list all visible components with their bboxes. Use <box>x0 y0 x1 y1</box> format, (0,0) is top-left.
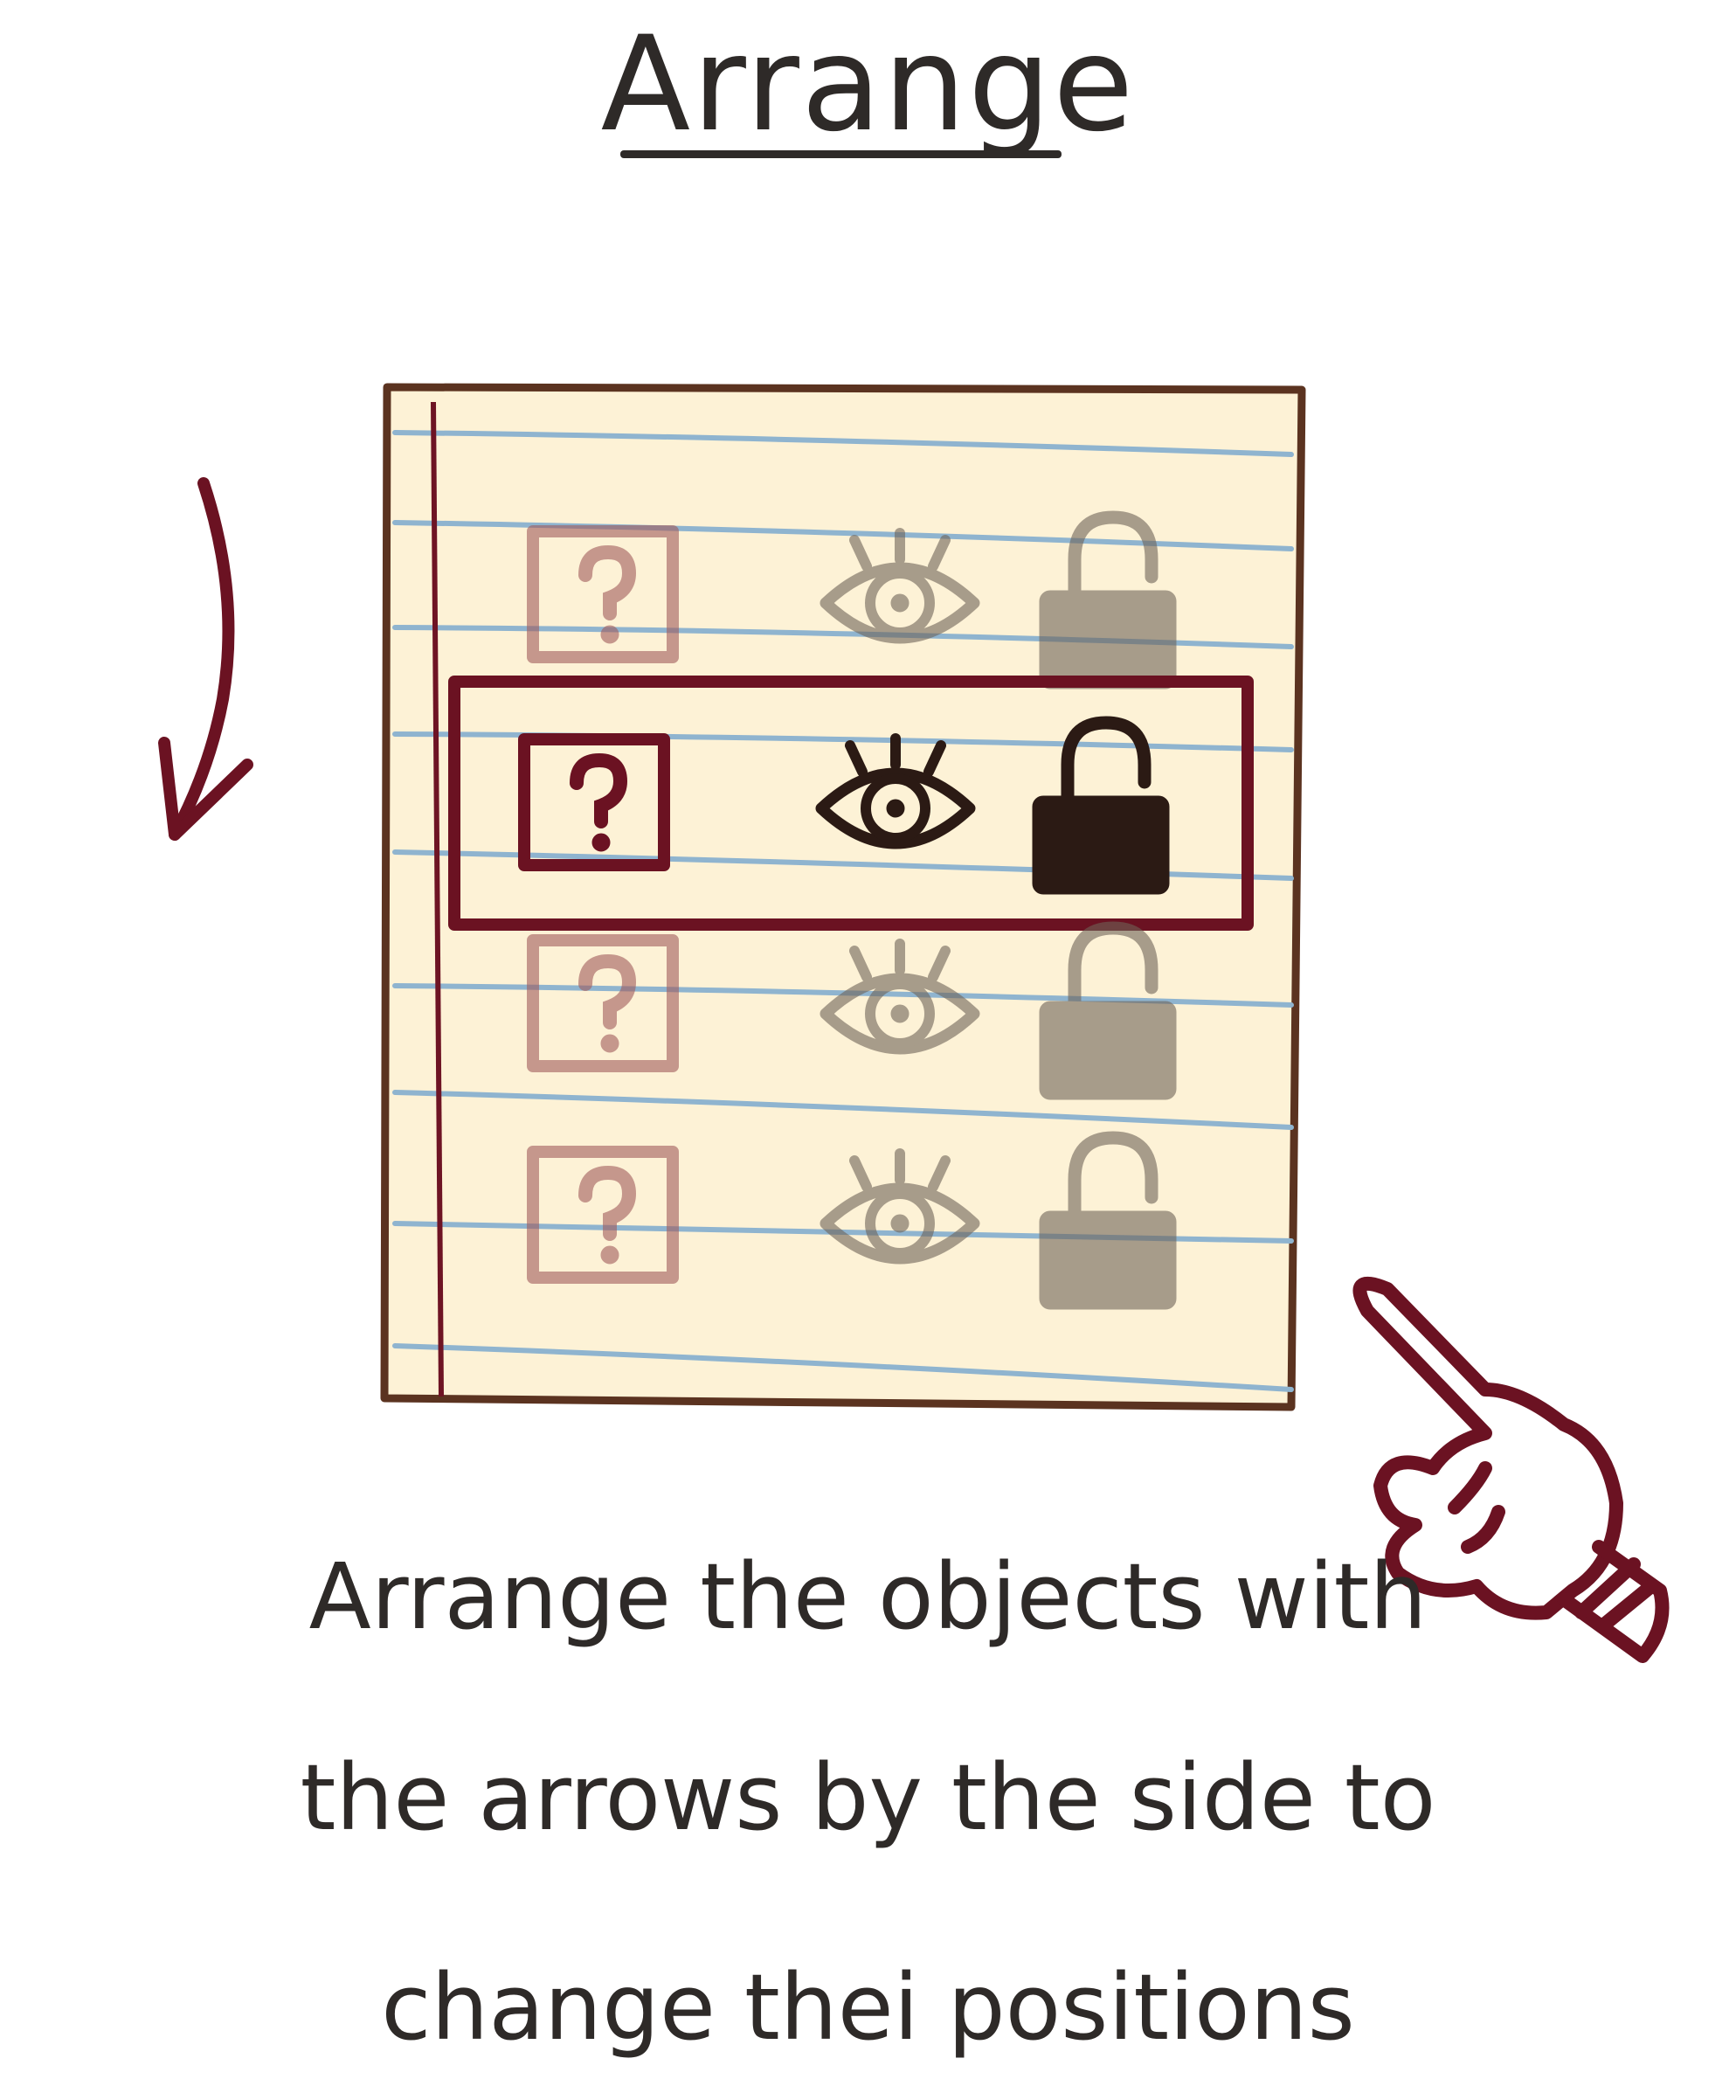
down-arrow-icon[interactable] <box>158 477 253 841</box>
instruction-line-1: Arrange the objects with <box>308 1543 1428 1650</box>
page-title: Arrange <box>600 9 1136 161</box>
list-row-2-selected[interactable] <box>448 676 1254 931</box>
pointing-hand-icon <box>1352 1276 1670 1663</box>
instruction-line-3: change thei positions <box>381 1954 1355 2061</box>
instruction-line-2: the arrows by the side to <box>300 1744 1436 1851</box>
title-underline <box>620 150 1062 158</box>
margin-line <box>431 401 444 1397</box>
selection-frame <box>448 676 1254 931</box>
